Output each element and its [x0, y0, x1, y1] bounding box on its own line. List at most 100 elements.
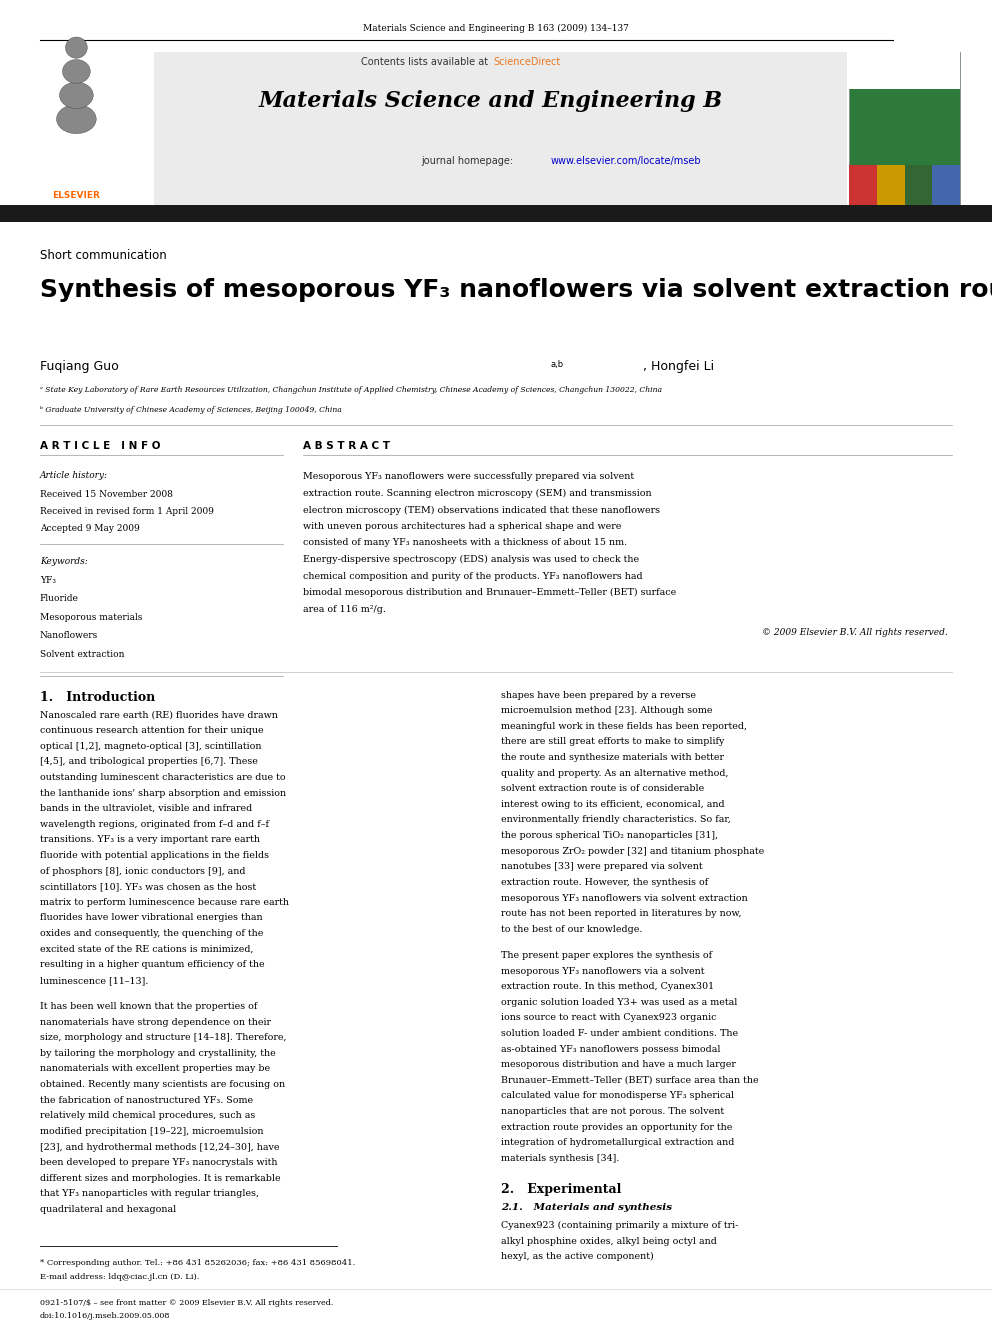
Text: extraction route. However, the synthesis of: extraction route. However, the synthesis…: [501, 878, 708, 886]
Text: Fuqiang Guo: Fuqiang Guo: [40, 360, 118, 373]
Text: been developed to prepare YF₃ nanocrystals with: been developed to prepare YF₃ nanocrysta…: [40, 1158, 277, 1167]
Text: Materials Science and Engineering B 163 (2009) 134–137: Materials Science and Engineering B 163 …: [363, 24, 629, 33]
Text: Solvent extraction: Solvent extraction: [40, 650, 124, 659]
Text: meaningful work in these fields has been reported,: meaningful work in these fields has been…: [501, 722, 747, 730]
Text: shapes have been prepared by a reverse: shapes have been prepared by a reverse: [501, 691, 696, 700]
Text: luminescence [11–13].: luminescence [11–13].: [40, 976, 148, 984]
Text: nanomaterials have strong dependence on their: nanomaterials have strong dependence on …: [40, 1017, 271, 1027]
Text: different sizes and morphologies. It is remarkable: different sizes and morphologies. It is …: [40, 1174, 281, 1183]
Text: there are still great efforts to make to simplify: there are still great efforts to make to…: [501, 737, 724, 746]
Text: resulting in a higher quantum efficiency of the: resulting in a higher quantum efficiency…: [40, 960, 264, 970]
Text: quality and property. As an alternative method,: quality and property. As an alternative …: [501, 769, 728, 778]
Text: excited state of the RE cations is minimized,: excited state of the RE cations is minim…: [40, 945, 253, 954]
Text: Short communication: Short communication: [40, 249, 167, 262]
FancyBboxPatch shape: [849, 52, 960, 89]
Text: Article history:: Article history:: [40, 471, 108, 480]
Text: MATERIALS
SCIENCE &
ENGINEERING: MATERIALS SCIENCE & ENGINEERING: [880, 65, 930, 81]
Text: integration of hydrometallurgical extraction and: integration of hydrometallurgical extrac…: [501, 1138, 734, 1147]
Text: scintillators [10]. YF₃ was chosen as the host: scintillators [10]. YF₃ was chosen as th…: [40, 882, 256, 892]
Text: extraction route provides an opportunity for the: extraction route provides an opportunity…: [501, 1123, 732, 1131]
Text: that YF₃ nanoparticles with regular triangles,: that YF₃ nanoparticles with regular tria…: [40, 1189, 259, 1199]
Text: calculated value for monodisperse YF₃ spherical: calculated value for monodisperse YF₃ sp…: [501, 1091, 734, 1101]
Text: fluoride with potential applications in the fields: fluoride with potential applications in …: [40, 851, 269, 860]
Text: electron microscopy (TEM) observations indicated that these nanoflowers: electron microscopy (TEM) observations i…: [303, 505, 660, 515]
Text: wavelength regions, originated from f–d and f–f: wavelength regions, originated from f–d …: [40, 820, 269, 828]
Text: bimodal mesoporous distribution and Brunauer–Emmett–Teller (BET) surface: bimodal mesoporous distribution and Brun…: [303, 589, 676, 597]
Text: 2.   Experimental: 2. Experimental: [501, 1183, 621, 1196]
FancyBboxPatch shape: [849, 52, 960, 208]
Text: microemulsion method [23]. Although some: microemulsion method [23]. Although some: [501, 706, 712, 716]
Text: ScienceDirect: ScienceDirect: [493, 57, 560, 67]
Text: Accepted 9 May 2009: Accepted 9 May 2009: [40, 524, 140, 533]
Text: size, morphology and structure [14–18]. Therefore,: size, morphology and structure [14–18]. …: [40, 1033, 286, 1043]
Text: a,b: a,b: [551, 360, 563, 369]
Text: bands in the ultraviolet, visible and infrared: bands in the ultraviolet, visible and in…: [40, 804, 252, 814]
Text: B: B: [902, 69, 908, 75]
Text: [4,5], and tribological properties [6,7]. These: [4,5], and tribological properties [6,7]…: [40, 757, 258, 766]
Text: optical [1,2], magneto-optical [3], scintillation: optical [1,2], magneto-optical [3], scin…: [40, 742, 261, 750]
Text: Energy-dispersive spectroscopy (EDS) analysis was used to check the: Energy-dispersive spectroscopy (EDS) ana…: [303, 556, 639, 564]
Text: , Hongfei Li: , Hongfei Li: [643, 360, 714, 373]
Text: with uneven porous architectures had a spherical shape and were: with uneven porous architectures had a s…: [303, 523, 621, 531]
FancyBboxPatch shape: [0, 205, 992, 222]
FancyBboxPatch shape: [40, 52, 847, 208]
Text: materials synthesis [34].: materials synthesis [34].: [501, 1154, 619, 1163]
Text: Synthesis of mesoporous YF₃ nanoflowers via solvent extraction route: Synthesis of mesoporous YF₃ nanoflowers …: [40, 278, 992, 302]
Text: Mesoporous YF₃ nanoflowers were successfully prepared via solvent: Mesoporous YF₃ nanoflowers were successf…: [303, 472, 634, 482]
Text: environmentally friendly characteristics. So far,: environmentally friendly characteristics…: [501, 815, 731, 824]
Text: Received 15 November 2008: Received 15 November 2008: [40, 490, 173, 499]
Text: nanotubes [33] were prepared via solvent: nanotubes [33] were prepared via solvent: [501, 863, 702, 872]
Text: by tailoring the morphology and crystallinity, the: by tailoring the morphology and crystall…: [40, 1049, 276, 1058]
Text: The present paper explores the synthesis of: The present paper explores the synthesis…: [501, 951, 712, 960]
Text: ᵇ Graduate University of Chinese Academy of Sciences, Beijing 100049, China: ᵇ Graduate University of Chinese Academy…: [40, 406, 341, 414]
Text: www.elsevier.com/locate/mseb: www.elsevier.com/locate/mseb: [551, 156, 701, 167]
Text: Mesoporous materials: Mesoporous materials: [40, 613, 142, 622]
Text: extraction route. In this method, Cyanex301: extraction route. In this method, Cyanex…: [501, 982, 714, 991]
Text: 2.1.   Materials and synthesis: 2.1. Materials and synthesis: [501, 1203, 673, 1212]
Text: A B S T R A C T: A B S T R A C T: [303, 441, 390, 451]
Text: Fluoride: Fluoride: [40, 594, 78, 603]
Text: extraction route. Scanning electron microscopy (SEM) and transmission: extraction route. Scanning electron micr…: [303, 488, 651, 497]
FancyBboxPatch shape: [905, 165, 932, 208]
Text: organic solution loaded Y3+ was used as a metal: organic solution loaded Y3+ was used as …: [501, 998, 737, 1007]
Text: the fabrication of nanostructured YF₃. Some: the fabrication of nanostructured YF₃. S…: [40, 1095, 253, 1105]
Text: ELSEVIER: ELSEVIER: [53, 192, 100, 200]
FancyBboxPatch shape: [877, 165, 905, 208]
Text: modified precipitation [19–22], microemulsion: modified precipitation [19–22], microemu…: [40, 1127, 263, 1136]
Text: quadrilateral and hexagonal: quadrilateral and hexagonal: [40, 1205, 176, 1215]
Text: outstanding luminescent characteristics are due to: outstanding luminescent characteristics …: [40, 773, 286, 782]
Text: doi:10.1016/j.mseb.2009.05.008: doi:10.1016/j.mseb.2009.05.008: [40, 1312, 170, 1320]
Text: Nanoflowers: Nanoflowers: [40, 631, 98, 640]
Text: mesoporous YF₃ nanoflowers via a solvent: mesoporous YF₃ nanoflowers via a solvent: [501, 967, 704, 975]
Text: continuous research attention for their unique: continuous research attention for their …: [40, 726, 263, 736]
Text: * Corresponding author. Tel.: +86 431 85262036; fax: +86 431 85698041.: * Corresponding author. Tel.: +86 431 85…: [40, 1259, 355, 1267]
Text: Received in revised form 1 April 2009: Received in revised form 1 April 2009: [40, 507, 213, 516]
Text: Brunauer–Emmett–Teller (BET) surface area than the: Brunauer–Emmett–Teller (BET) surface are…: [501, 1076, 759, 1085]
Text: A R T I C L E   I N F O: A R T I C L E I N F O: [40, 441, 160, 451]
Text: © 2009 Elsevier B.V. All rights reserved.: © 2009 Elsevier B.V. All rights reserved…: [762, 628, 947, 636]
Text: mesoporous distribution and have a much larger: mesoporous distribution and have a much …: [501, 1060, 736, 1069]
Text: mesoporous ZrO₂ powder [32] and titanium phosphate: mesoporous ZrO₂ powder [32] and titanium…: [501, 847, 764, 856]
Text: Contents lists available at: Contents lists available at: [361, 57, 491, 67]
Text: fluorides have lower vibrational energies than: fluorides have lower vibrational energie…: [40, 913, 262, 922]
Text: the lanthanide ions' sharp absorption and emission: the lanthanide ions' sharp absorption an…: [40, 789, 286, 798]
Text: matrix to perform luminescence because rare earth: matrix to perform luminescence because r…: [40, 898, 289, 906]
Text: chemical composition and purity of the products. YF₃ nanoflowers had: chemical composition and purity of the p…: [303, 572, 642, 581]
Text: Nanoscaled rare earth (RE) fluorides have drawn: Nanoscaled rare earth (RE) fluorides hav…: [40, 710, 278, 720]
Text: Materials Science and Engineering B: Materials Science and Engineering B: [259, 90, 723, 112]
FancyBboxPatch shape: [0, 52, 154, 208]
Ellipse shape: [62, 60, 90, 83]
Text: the porous spherical TiO₂ nanoparticles [31],: the porous spherical TiO₂ nanoparticles …: [501, 831, 718, 840]
Text: mesoporous YF₃ nanoflowers via solvent extraction: mesoporous YF₃ nanoflowers via solvent e…: [501, 893, 748, 902]
Text: journal homepage:: journal homepage:: [422, 156, 517, 167]
Text: Cyanex923 (containing primarily a mixture of tri-: Cyanex923 (containing primarily a mixtur…: [501, 1221, 738, 1230]
Text: solution loaded F- under ambient conditions. The: solution loaded F- under ambient conditi…: [501, 1029, 738, 1039]
Text: to the best of our knowledge.: to the best of our knowledge.: [501, 925, 643, 934]
Ellipse shape: [57, 105, 96, 134]
Text: nanomaterials with excellent properties may be: nanomaterials with excellent properties …: [40, 1065, 270, 1073]
Text: hexyl, as the active component): hexyl, as the active component): [501, 1253, 654, 1261]
FancyBboxPatch shape: [849, 165, 877, 208]
Text: ions source to react with Cyanex923 organic: ions source to react with Cyanex923 orga…: [501, 1013, 716, 1023]
Text: ᵃ State Key Laboratory of Rare Earth Resources Utilization, Changchun Institute : ᵃ State Key Laboratory of Rare Earth Res…: [40, 386, 662, 394]
Text: E-mail address: ldq@ciac.jl.cn (D. Li).: E-mail address: ldq@ciac.jl.cn (D. Li).: [40, 1273, 199, 1281]
